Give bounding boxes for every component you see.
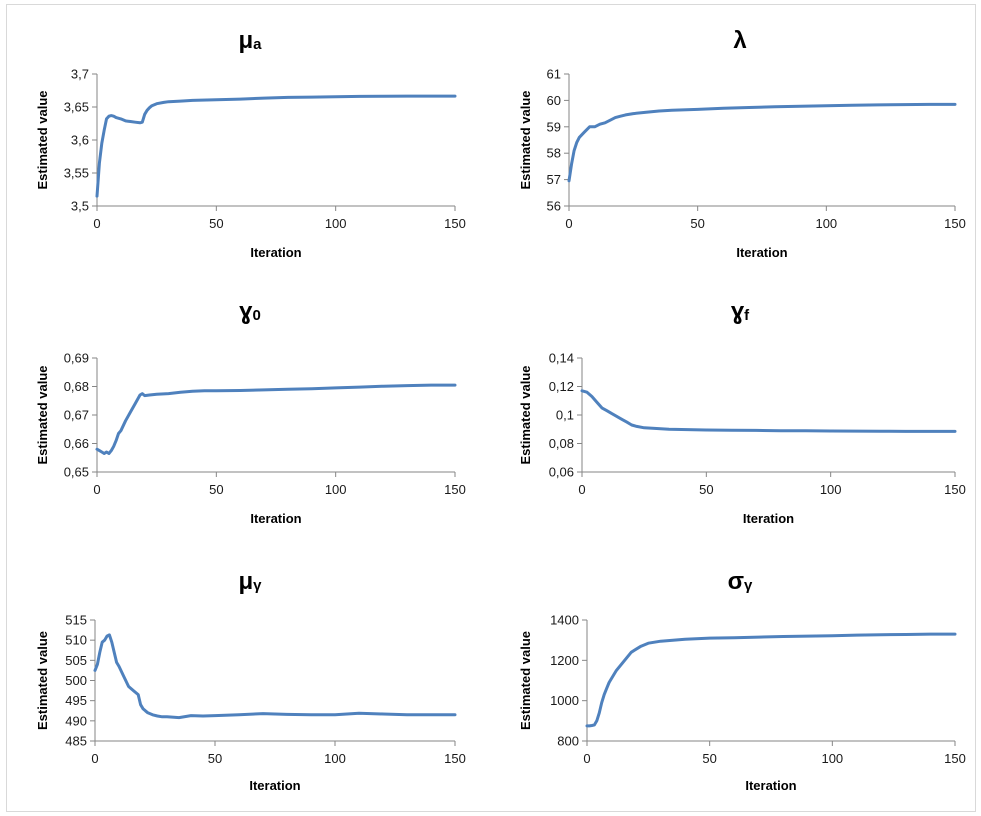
x-tick-label: 50 [209, 482, 223, 497]
chart-title-subscript: 0 [253, 307, 261, 324]
y-tick-label: 515 [65, 613, 87, 628]
x-tick-label: 50 [209, 216, 223, 231]
series-line [93, 633, 457, 720]
y-tick-label: 1400 [550, 613, 579, 628]
x-tick-label: 150 [944, 482, 966, 497]
x-tick-label: 50 [702, 751, 716, 766]
y-tick-label: 510 [65, 633, 87, 648]
chart-title: σγ [728, 568, 753, 595]
y-tick-label: 3,5 [71, 199, 89, 214]
chart-panel-3: ɣ0 0,65 0,66 0,67 0,68 0,69 0 50 100 150 Iteration… [35, 298, 466, 526]
x-tick-label: 0 [93, 216, 100, 231]
series-line [585, 632, 957, 728]
x-axis-title: Iteration [745, 778, 796, 793]
y-tick-label: 0,67 [64, 408, 89, 423]
x-tick-label: 100 [325, 216, 347, 231]
x-tick-label: 150 [944, 216, 966, 231]
y-axis-title: Estimated value [35, 91, 50, 190]
chart-title-subscript: a [253, 36, 262, 53]
x-tick-label: 150 [444, 216, 466, 231]
y-tick-label: 3,55 [64, 166, 89, 181]
series-line [580, 389, 957, 433]
x-tick-label: 100 [815, 216, 837, 231]
series-line [95, 94, 457, 198]
y-tick-label: 1200 [550, 653, 579, 668]
y-tick-label: 1000 [550, 693, 579, 708]
chart-panel-2: λ 56 57 58 59 60 61 0 50 100 150 Iteration Estimated… [518, 27, 966, 260]
x-tick-label: 0 [93, 482, 100, 497]
series-line [567, 102, 957, 183]
chart-panel-6: σγ 800 1000 1200 1400 0 50 100 150 Iteration Estim… [518, 568, 966, 793]
x-tick-label: 100 [820, 482, 842, 497]
x-axis-title: Iteration [736, 245, 787, 260]
x-axis-title: Iteration [249, 778, 300, 793]
x-tick-label: 50 [699, 482, 713, 497]
x-axis-title: Iteration [743, 511, 794, 526]
x-tick-label: 150 [444, 751, 466, 766]
x-tick-label: 150 [444, 482, 466, 497]
y-axis-title: Estimated value [518, 366, 533, 465]
x-tick-label: 0 [578, 482, 585, 497]
y-tick-label: 505 [65, 653, 87, 668]
y-tick-label: 3,6 [71, 133, 89, 148]
y-tick-label: 495 [65, 693, 87, 708]
chart-title: λ [733, 27, 746, 54]
y-tick-label: 61 [547, 67, 561, 82]
y-tick-label: 0,69 [64, 351, 89, 366]
y-tick-label: 0,12 [549, 379, 574, 394]
y-tick-label: 0,66 [64, 436, 89, 451]
chart-title: μγ [238, 568, 262, 595]
y-axis-title: Estimated value [518, 631, 533, 730]
x-tick-label: 50 [208, 751, 222, 766]
x-tick-label: 150 [944, 751, 966, 766]
chart-title: μa [238, 27, 262, 54]
y-tick-label: 60 [547, 93, 561, 108]
x-tick-label: 0 [565, 216, 572, 231]
x-tick-label: 50 [690, 216, 704, 231]
chart-title: ɣ0 [239, 298, 261, 325]
y-tick-label: 59 [547, 119, 561, 134]
x-axis-title: Iteration [250, 511, 301, 526]
x-tick-label: 0 [91, 751, 98, 766]
y-tick-label: 490 [65, 713, 87, 728]
x-tick-label: 100 [325, 482, 347, 497]
y-tick-label: 3,7 [71, 67, 89, 82]
y-axis-title: Estimated value [35, 631, 50, 730]
y-tick-label: 485 [65, 734, 87, 749]
y-tick-label: 58 [547, 146, 561, 161]
x-tick-label: 100 [821, 751, 843, 766]
chart-panel-1: μa 3,5 3,55 3,6 3,65 3,7 0 50 100 150 Iteration Est… [35, 27, 466, 260]
y-tick-label: 56 [547, 199, 561, 214]
y-tick-label: 0,65 [64, 465, 89, 480]
chart-panel-4: ɣf 0,06 0,08 0,1 0,12 0,14 0 50 100 150 Iteration E… [518, 298, 966, 526]
series-line [95, 383, 457, 455]
x-tick-label: 100 [324, 751, 346, 766]
chart-panel-5: μγ 485 490 495 500 505 510 515 0 50 100 150 Iteratio… [35, 568, 466, 793]
y-tick-label: 0,1 [556, 408, 574, 423]
chart-title: ɣf [731, 298, 750, 325]
y-tick-label: 0,14 [549, 351, 574, 366]
y-tick-label: 0,06 [549, 465, 574, 480]
y-tick-label: 500 [65, 673, 87, 688]
chart-title-subscript: γ [744, 577, 753, 594]
x-tick-label: 0 [583, 751, 590, 766]
y-tick-label: 0,68 [64, 379, 89, 394]
y-axis-title: Estimated value [35, 366, 50, 465]
chart-title-subscript: γ [253, 577, 262, 594]
figure-frame [6, 4, 976, 812]
y-tick-label: 800 [557, 734, 579, 749]
y-tick-label: 3,65 [64, 100, 89, 115]
y-tick-label: 0,08 [549, 436, 574, 451]
x-axis-title: Iteration [250, 245, 301, 260]
chart-title-subscript: f [744, 307, 750, 324]
y-axis-title: Estimated value [518, 91, 533, 190]
y-tick-label: 57 [547, 172, 561, 187]
